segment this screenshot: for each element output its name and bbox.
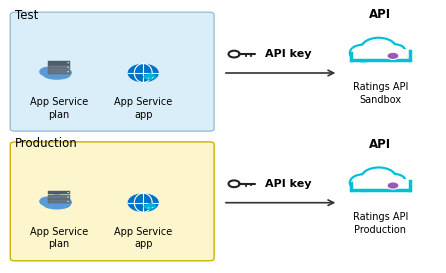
Text: App Service
app: App Service app (114, 227, 172, 250)
Circle shape (362, 168, 395, 189)
Text: API: API (369, 138, 392, 151)
Circle shape (384, 45, 405, 58)
Circle shape (48, 194, 66, 205)
Text: App Service
app: App Service app (114, 97, 172, 120)
Circle shape (39, 67, 55, 77)
Circle shape (351, 46, 375, 60)
Circle shape (67, 196, 69, 198)
Circle shape (67, 201, 69, 202)
Circle shape (362, 39, 395, 59)
Ellipse shape (43, 70, 71, 80)
Circle shape (150, 75, 157, 79)
Circle shape (127, 193, 159, 212)
Circle shape (351, 45, 376, 61)
FancyBboxPatch shape (10, 12, 214, 131)
Circle shape (387, 52, 399, 60)
Circle shape (143, 75, 149, 79)
Circle shape (152, 207, 153, 208)
Circle shape (48, 65, 66, 75)
Bar (48, 191, 70, 194)
Circle shape (384, 175, 405, 188)
Bar (48, 61, 70, 65)
Circle shape (387, 182, 399, 189)
Text: Ratings API
Production: Ratings API Production (353, 212, 408, 235)
Text: Test: Test (15, 10, 38, 22)
Text: API: API (369, 8, 392, 21)
Circle shape (67, 62, 69, 64)
Bar (351, 181, 409, 190)
Text: API key: API key (265, 49, 312, 59)
Ellipse shape (43, 200, 71, 209)
Bar (48, 65, 70, 69)
Circle shape (148, 78, 149, 79)
Circle shape (351, 176, 375, 190)
Text: App Service
plan: App Service plan (30, 97, 88, 120)
Circle shape (148, 207, 149, 209)
Bar (48, 195, 70, 199)
Circle shape (152, 77, 153, 78)
Circle shape (384, 175, 404, 187)
Circle shape (361, 38, 396, 60)
Circle shape (39, 197, 55, 206)
FancyBboxPatch shape (10, 142, 214, 261)
Bar (48, 70, 70, 74)
Circle shape (150, 204, 157, 208)
Text: API key: API key (265, 179, 312, 189)
Bar (352, 179, 409, 189)
Circle shape (351, 175, 376, 190)
Circle shape (384, 45, 404, 57)
Bar (352, 49, 409, 59)
Circle shape (67, 192, 69, 193)
Bar (351, 51, 409, 60)
Text: App Service
plan: App Service plan (30, 227, 88, 250)
Circle shape (67, 71, 69, 72)
Circle shape (145, 75, 154, 80)
Bar (48, 200, 70, 203)
Circle shape (127, 63, 159, 83)
Circle shape (147, 203, 154, 207)
Circle shape (67, 67, 69, 68)
Circle shape (58, 68, 72, 77)
Text: Ratings API
Sandbox: Ratings API Sandbox (353, 82, 408, 105)
Text: Production: Production (15, 136, 78, 150)
Circle shape (143, 205, 149, 208)
Circle shape (145, 204, 154, 210)
Circle shape (58, 198, 72, 207)
Circle shape (361, 168, 396, 189)
Circle shape (147, 73, 154, 78)
